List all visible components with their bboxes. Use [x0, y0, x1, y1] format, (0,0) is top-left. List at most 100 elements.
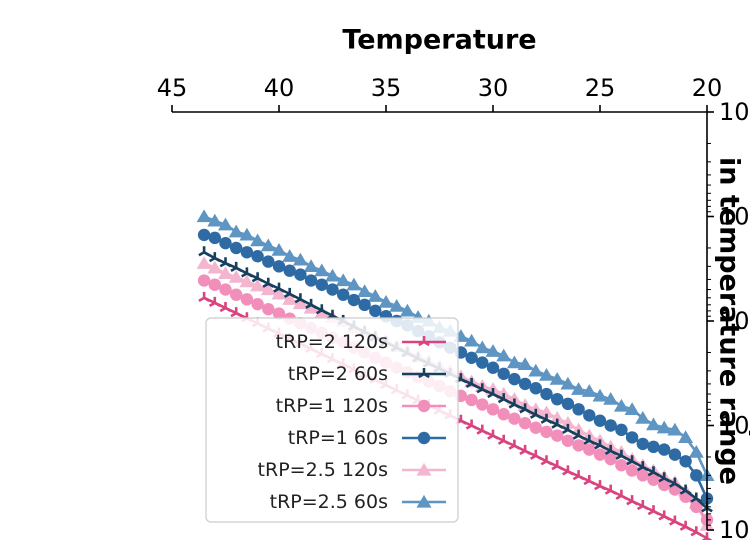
data-point [487, 429, 499, 440]
data-point [636, 461, 649, 472]
data-point [529, 382, 542, 395]
data-point [219, 257, 232, 268]
data-point [378, 295, 394, 308]
data-point [539, 368, 554, 381]
data-point [497, 393, 510, 404]
data-point [551, 460, 564, 471]
x-axis-title: Temperature [342, 25, 536, 56]
legend-label: tRP=2 60s [288, 363, 388, 385]
data-point [560, 376, 576, 390]
data-point [690, 492, 703, 503]
data-point [647, 473, 660, 486]
data-point [230, 288, 243, 301]
plot-root: 20 25 30 35 40 45 100 101 102 103 104 Temperature Nu… [157, 25, 750, 540]
data-point [688, 445, 704, 458]
data-point [228, 269, 244, 283]
data-point [581, 384, 597, 397]
legend-item: tRP=1 120s [276, 395, 446, 417]
y-tick-label: 100 [719, 94, 750, 127]
data-point [604, 444, 617, 456]
data-point [497, 434, 510, 445]
data-point [369, 304, 382, 318]
data-point [592, 388, 608, 402]
data-point [250, 278, 266, 292]
data-point [476, 398, 489, 411]
data-point [583, 434, 596, 445]
x-tick-label: 35 [371, 74, 402, 102]
data-point [292, 252, 308, 266]
data-point [294, 293, 307, 304]
data-point [572, 429, 585, 440]
data-point [271, 243, 287, 256]
y-tick-label: 102 [719, 303, 750, 336]
legend-item: tRP=2 120s [276, 331, 446, 353]
data-point [562, 465, 574, 476]
data-point [198, 291, 210, 302]
data-point [690, 526, 703, 537]
data-point [326, 283, 339, 296]
data-point [208, 296, 221, 307]
data-point [315, 304, 328, 315]
data-point [603, 392, 619, 405]
data-point [219, 236, 232, 250]
data-point [540, 425, 553, 439]
data-point [198, 246, 210, 257]
x-tick-label: 40 [264, 74, 295, 102]
data-point [624, 402, 640, 415]
data-point [615, 489, 628, 500]
data-point [197, 274, 211, 287]
data-point [647, 466, 660, 477]
data-point [240, 246, 254, 259]
data-point [625, 464, 639, 477]
data-point [658, 443, 671, 456]
legend: tRP=2.5 60s tRP=2.5 120s tRP=1 60s tRP=1 12… [205, 317, 459, 523]
data-point [251, 297, 264, 311]
legend-swatch-marker [417, 399, 431, 413]
data-point [669, 477, 681, 488]
data-point [292, 296, 308, 310]
data-point [647, 505, 660, 516]
legend-label: tRP=2.5 60s [270, 491, 388, 513]
data-point [540, 387, 553, 401]
legend-swatch-marker [417, 431, 431, 445]
data-point [357, 284, 373, 297]
data-point [615, 459, 628, 472]
data-point [283, 264, 296, 277]
data-point [551, 429, 564, 442]
data-point [497, 367, 510, 380]
data-point [668, 448, 682, 461]
legend-box [205, 317, 459, 523]
data-point [593, 414, 607, 427]
data-point [678, 430, 694, 444]
data-point [476, 424, 489, 435]
data-point [529, 421, 542, 434]
data-point [508, 398, 521, 409]
data-point [508, 439, 521, 450]
data-point [583, 409, 596, 422]
data-point [594, 439, 606, 450]
data-point [571, 382, 587, 395]
data-point [506, 355, 522, 369]
data-point [669, 515, 681, 526]
data-point [474, 340, 490, 354]
data-point [207, 260, 223, 274]
data-point [262, 277, 275, 288]
data-point [251, 250, 264, 263]
legend-label: tRP=2 120s [276, 331, 388, 353]
data-point [282, 292, 298, 305]
data-point [283, 287, 296, 298]
data-point [519, 403, 531, 414]
data-point [529, 408, 542, 419]
data-point [346, 277, 362, 291]
data-point [583, 443, 596, 456]
data-point [208, 231, 221, 245]
data-point [496, 348, 512, 362]
data-point [549, 410, 565, 424]
data-point [465, 351, 478, 365]
data-point [314, 263, 330, 277]
data-point [476, 383, 489, 394]
data-point [690, 500, 703, 514]
data-point [389, 298, 405, 312]
y-axis-title-line: in temperature range [714, 157, 745, 485]
data-point [518, 416, 532, 430]
